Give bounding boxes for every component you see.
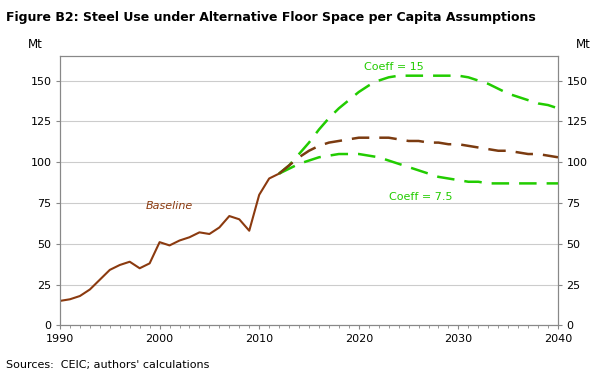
Text: Mt: Mt bbox=[575, 38, 590, 51]
Text: Sources:  CEIC; authors' calculations: Sources: CEIC; authors' calculations bbox=[6, 360, 209, 370]
Text: Baseline: Baseline bbox=[146, 201, 193, 211]
Text: Coeff = 15: Coeff = 15 bbox=[364, 62, 424, 73]
Text: Coeff = 7.5: Coeff = 7.5 bbox=[389, 191, 452, 202]
Text: Mt: Mt bbox=[28, 38, 43, 51]
Text: Figure B2: Steel Use under Alternative Floor Space per Capita Assumptions: Figure B2: Steel Use under Alternative F… bbox=[6, 11, 536, 24]
